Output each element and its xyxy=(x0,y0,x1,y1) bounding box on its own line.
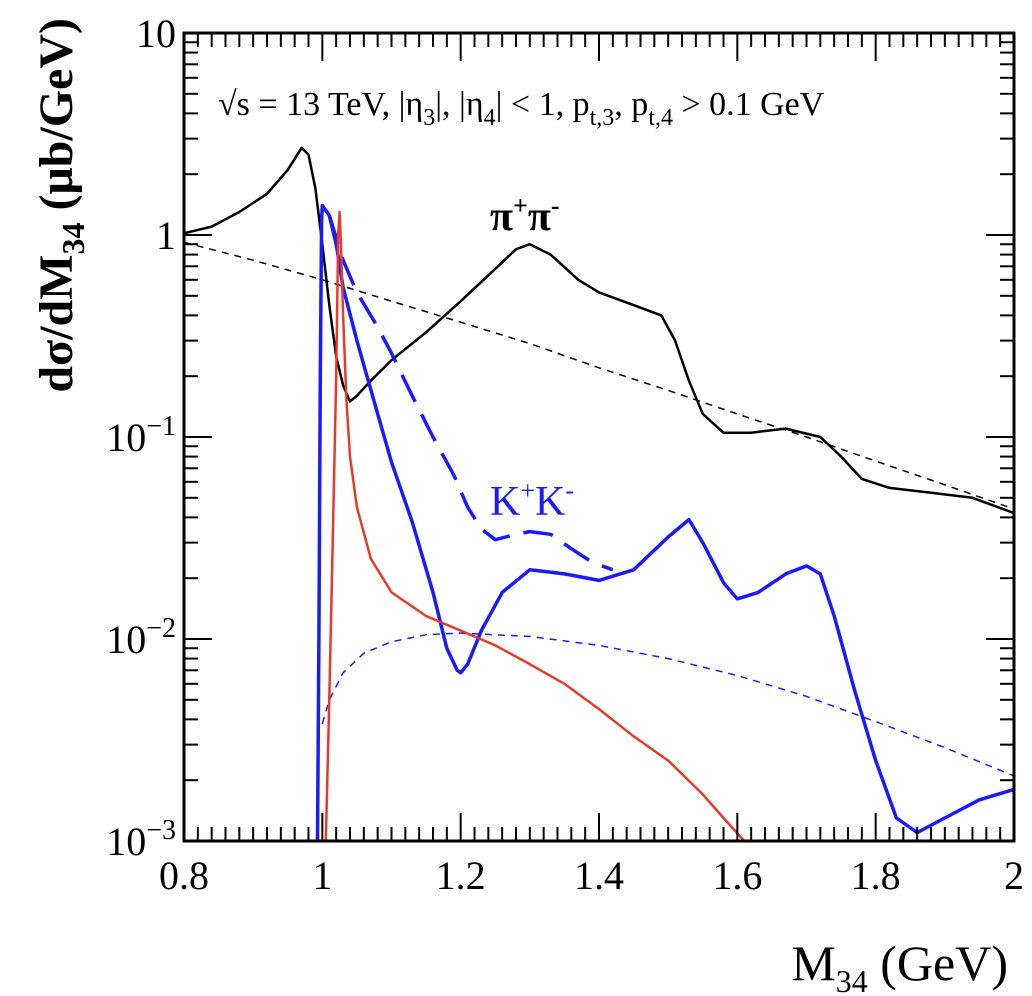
x-axis-title-main: M xyxy=(791,935,835,991)
series-line-6 xyxy=(324,210,746,841)
x-tick-label: 1.2 xyxy=(436,853,486,898)
label-pipi-sup2: - xyxy=(551,191,560,220)
x-tick-label: 0.8 xyxy=(159,853,209,898)
y-axis-title-main: dσ/dM xyxy=(30,255,83,393)
x-axis-title-sub: 34 xyxy=(836,963,868,996)
header-sub-t4: t,4 xyxy=(648,105,673,131)
y-axis-title-unit: (μb/GeV) xyxy=(30,18,83,223)
header-part-2: |, |η xyxy=(435,86,483,123)
y-axis-title: dσ/dM34 (μb/GeV) xyxy=(30,18,91,393)
y-tick-labels: 10 1 10−1 10−2 10−3 xyxy=(106,11,176,864)
y-tick-label: 1 xyxy=(156,213,176,258)
label-pipi-base2: π xyxy=(528,194,551,240)
label-kk-sup2: - xyxy=(565,476,574,505)
header-annotation: √s = 13 TeV, |η3|, |η4| < 1, pt,3, pt,4 … xyxy=(218,86,825,131)
series-line-5 xyxy=(321,632,1014,777)
series-line-4 xyxy=(327,214,614,572)
x-tick-label: 1.6 xyxy=(712,853,762,898)
x-tick-labels: 0.8 1 1.2 1.4 1.6 1.8 2 xyxy=(159,853,1024,898)
y-tick-label: 10 xyxy=(136,11,176,56)
x-axis-title: M34 (GeV) xyxy=(791,935,1008,996)
header-sub-t3: t,3 xyxy=(590,105,615,131)
label-pipi-sup1: + xyxy=(513,191,528,220)
series-line-3 xyxy=(315,203,1014,841)
x-axis-title-unit: (GeV) xyxy=(868,935,1008,991)
x-tick-label: 1.4 xyxy=(574,853,624,898)
x-tick-label: 2 xyxy=(1004,853,1024,898)
x-tick-label: 1.8 xyxy=(851,853,901,898)
y-tick-label: 10−2 xyxy=(106,613,176,662)
header-sub-4: 4 xyxy=(484,105,496,131)
label-kk-base2: K xyxy=(535,479,565,525)
series-line-1 xyxy=(184,146,1014,515)
series-layer xyxy=(184,146,1014,841)
label-kk: K+K- xyxy=(490,476,574,525)
ticks-layer xyxy=(183,32,1015,842)
header-part-1: s = 13 TeV, |η xyxy=(237,86,424,123)
y-tick-label: 10−1 xyxy=(106,411,176,460)
header-part-5: > 0.1 GeV xyxy=(673,86,825,123)
x-tick-label: 1 xyxy=(312,853,332,898)
y-axis-title-sub: 34 xyxy=(55,223,91,255)
label-pipi-base1: π xyxy=(490,194,513,240)
label-pipi: π+π- xyxy=(490,191,560,240)
sqrt-symbol: √ xyxy=(218,86,237,123)
label-kk-sup1: + xyxy=(520,476,535,505)
y-tick-label: 10−3 xyxy=(106,815,176,864)
header-sub-3: 3 xyxy=(423,105,435,131)
header-part-3: | < 1, p xyxy=(496,86,590,123)
header-part-4: , p xyxy=(614,86,648,123)
plot-area xyxy=(184,33,1014,841)
label-kk-base1: K xyxy=(490,479,520,525)
